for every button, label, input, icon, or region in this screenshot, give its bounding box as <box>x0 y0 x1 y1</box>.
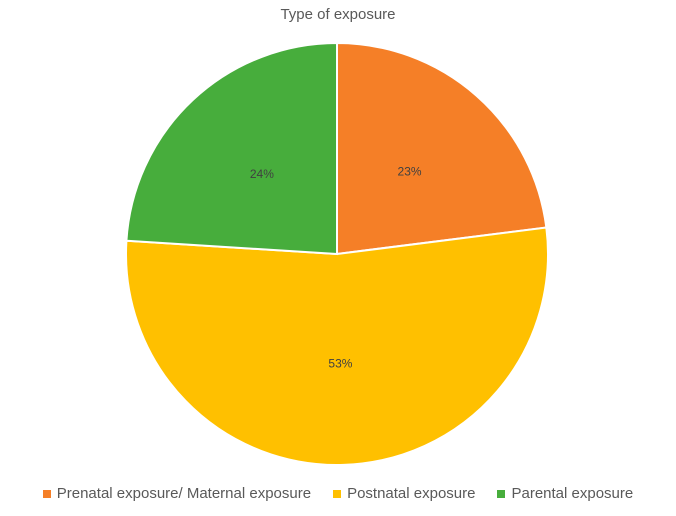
legend-item-parental: Parental exposure <box>497 485 633 502</box>
data-label-postnatal: 53% <box>328 357 352 371</box>
legend-item-prenatal: Prenatal exposure/ Maternal exposure <box>42 485 312 502</box>
pie-chart: 23% 53% 24% <box>125 41 549 466</box>
data-label-parental: 24% <box>250 167 274 181</box>
legend-swatch-postnatal <box>333 489 342 498</box>
legend: Prenatal exposure/ Maternal exposure Pos… <box>0 485 676 502</box>
legend-swatch-prenatal <box>42 489 51 498</box>
legend-item-postnatal: Postnatal exposure <box>333 485 475 502</box>
legend-label-parental: Parental exposure <box>511 485 634 502</box>
data-label-prenatal: 23% <box>398 165 422 179</box>
legend-label-prenatal: Prenatal exposure/ Maternal exposure <box>56 485 312 502</box>
pie-slice-prenatal <box>336 41 548 256</box>
pie-slice-postnatal <box>125 226 549 466</box>
chart-title: Type of exposure <box>280 6 396 23</box>
legend-swatch-parental <box>497 489 506 498</box>
pie-slice-parental <box>125 41 338 256</box>
legend-label-postnatal: Postnatal exposure <box>347 485 476 502</box>
